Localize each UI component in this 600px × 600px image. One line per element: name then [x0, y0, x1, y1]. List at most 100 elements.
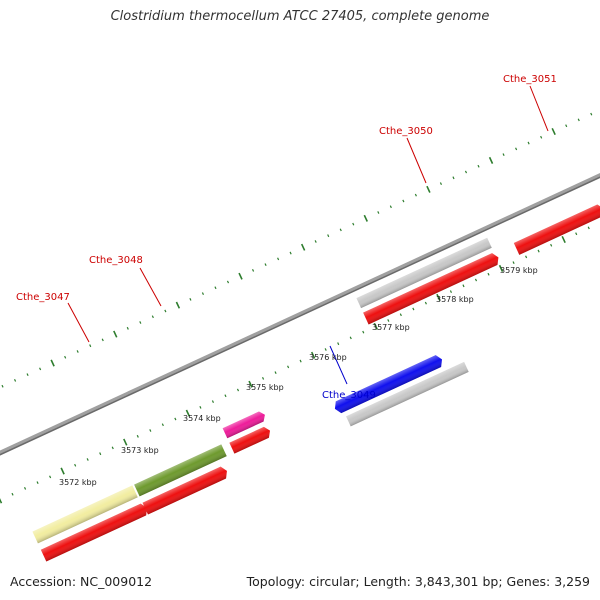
minor-tick — [23, 487, 27, 490]
minor-tick — [412, 307, 415, 311]
gene-feature-cthe-3051[interactable] — [513, 203, 600, 255]
minor-tick — [540, 135, 543, 139]
label-leader-cthe-3051 — [529, 85, 549, 132]
major-tick — [426, 185, 431, 193]
minor-tick — [149, 429, 152, 432]
minor-tick — [327, 234, 330, 238]
minor-tick — [477, 164, 480, 168]
label-leader-cthe-3047 — [67, 302, 90, 343]
minor-tick — [324, 348, 327, 351]
minor-tick — [575, 232, 578, 236]
gene-feature-cthe-3050[interactable] — [356, 237, 492, 309]
minor-tick — [512, 261, 515, 265]
genome-summary: Topology: circular; Length: 3,843,301 bp… — [246, 574, 590, 589]
minor-tick — [111, 446, 114, 450]
minor-tick — [527, 141, 530, 145]
kbp-label-3573: 3573 kbp — [121, 446, 159, 455]
gene-feature-red-1[interactable] — [40, 502, 150, 562]
minor-tick — [337, 342, 340, 346]
kbp-label-3572: 3572 kbp — [59, 478, 97, 487]
minor-tick — [399, 313, 402, 317]
minor-tick — [189, 297, 192, 301]
minor-tick — [86, 458, 89, 461]
major-tick — [185, 409, 191, 417]
gene-feature-yellow[interactable] — [32, 485, 138, 544]
minor-tick — [26, 373, 29, 377]
major-tick — [551, 127, 556, 136]
minor-tick — [151, 315, 154, 319]
major-tick — [238, 272, 243, 280]
minor-tick — [251, 269, 255, 272]
minor-tick — [449, 290, 453, 293]
minor-tick — [49, 475, 52, 479]
minor-tick — [36, 481, 39, 485]
minor-tick — [537, 249, 540, 253]
kbp-label-3575: 3575 kbp — [246, 383, 284, 392]
major-tick — [498, 264, 504, 272]
minor-tick — [261, 377, 265, 380]
gene-feature-red-3[interactable] — [229, 425, 272, 454]
minor-tick — [577, 118, 580, 122]
gene-label-cthe-3051[interactable]: Cthe_3051 — [503, 74, 557, 85]
kbp-label-3577: 3577 kbp — [372, 323, 410, 332]
minor-tick — [515, 147, 518, 151]
minor-tick — [287, 365, 290, 369]
gene-feature-cthe-3047[interactable] — [134, 444, 227, 497]
minor-tick — [352, 222, 355, 226]
minor-tick — [224, 394, 227, 398]
major-tick — [248, 380, 253, 388]
minor-tick — [377, 211, 380, 214]
minor-tick — [362, 330, 365, 334]
kbp-label-3578: 3578 kbp — [436, 295, 474, 304]
minor-tick — [487, 272, 490, 276]
gene-feature-cthe-3049[interactable] — [332, 354, 445, 415]
minor-tick — [525, 255, 528, 259]
minor-tick — [74, 463, 77, 467]
minor-tick — [76, 350, 79, 353]
major-tick — [123, 438, 128, 446]
minor-tick — [464, 170, 468, 174]
kbp-label-3576: 3576 kbp — [309, 353, 347, 362]
minor-tick — [161, 423, 164, 427]
minor-tick — [565, 124, 568, 128]
kbp-label-3579: 3579 kbp — [500, 266, 538, 275]
minor-tick — [236, 388, 240, 392]
minor-tick — [414, 193, 417, 197]
minor-tick — [136, 434, 139, 438]
major-tick — [436, 293, 441, 301]
minor-tick — [99, 452, 102, 456]
minor-tick — [339, 228, 342, 232]
gene-label-cthe-3049[interactable]: Cthe_3049 — [322, 390, 376, 401]
minor-tick — [387, 319, 390, 322]
label-leader-cthe-3050 — [406, 137, 427, 184]
gene-feature-red-4[interactable] — [363, 251, 501, 325]
minor-tick — [277, 257, 280, 261]
minor-tick — [101, 338, 104, 342]
minor-tick — [274, 371, 277, 375]
minor-tick — [89, 344, 92, 348]
major-tick — [300, 243, 306, 251]
accession-label: Accession: NC_009012 — [10, 574, 153, 589]
minor-tick — [214, 286, 217, 290]
minor-tick — [462, 284, 465, 288]
gene-label-cthe-3048[interactable]: Cthe_3048 — [89, 255, 143, 266]
minor-tick — [1, 384, 4, 388]
minor-tick — [439, 182, 443, 185]
gene-feature-cthe-3048[interactable] — [222, 410, 268, 439]
genome-backbone — [0, 173, 600, 455]
gene-label-cthe-3050[interactable]: Cthe_3050 — [379, 126, 433, 137]
label-leader-cthe-3048 — [139, 267, 162, 307]
minor-tick — [13, 379, 17, 382]
gene-feature-grey-lower[interactable] — [346, 361, 469, 427]
minor-tick — [139, 321, 142, 324]
genome-backbone-shadow — [0, 176, 600, 456]
minor-tick — [349, 336, 352, 340]
gene-label-cthe-3047[interactable]: Cthe_3047 — [16, 292, 70, 303]
minor-tick — [164, 309, 167, 313]
gene-feature-red-2[interactable] — [142, 465, 230, 515]
minor-tick — [452, 176, 455, 180]
major-tick — [561, 235, 566, 244]
major-tick — [175, 301, 181, 309]
